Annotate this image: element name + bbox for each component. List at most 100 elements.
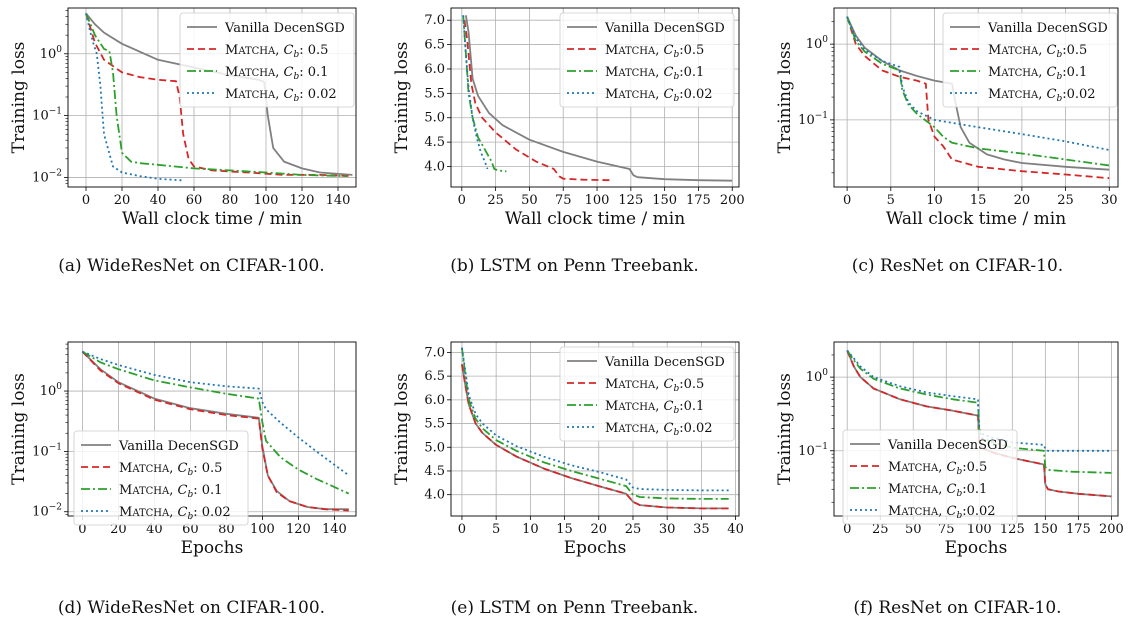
series-lines (462, 15, 733, 182)
panel-d: 0 20 40 60 80 100 120 140 10−2 10−1 100 Epochs Train… (0, 315, 383, 630)
legend: Vanilla DecenSGD MATCHA, Cb:0.5 MATCHA, Cb… (942, 12, 1118, 108)
x-axis-label: Wall clock time / min (505, 209, 685, 229)
x-axis-label: Wall clock time / min (886, 209, 1066, 229)
x-tick-label: 100 (250, 522, 275, 537)
legend-label: MATCHA, Cb:0.5 (605, 377, 704, 394)
figure-caption: (b) LSTM on Penn Treebank. (450, 256, 699, 276)
y-tick-label: 10−2 (32, 503, 62, 520)
x-tick-label: 30 (659, 522, 676, 537)
x-axis-label: Epochs (564, 538, 627, 558)
legend-label: Vanilla DecenSGD (224, 21, 345, 36)
legend-box (559, 12, 735, 108)
figure-caption: (a) WideResNet on CIFAR-100. (58, 256, 325, 276)
figure-caption: (e) LSTM on Penn Treebank. (450, 598, 699, 618)
legend: Vanilla DecenSGD MATCHA, Cb: 0.5 MATCHA, C… (73, 430, 249, 526)
x-tick-label: 100 (967, 522, 992, 537)
series-line (846, 16, 1110, 167)
x-tick-label: 0 (843, 193, 851, 208)
axes: 0 5 10 15 20 25 30 10−1 100 (798, 21, 1118, 208)
x-tick-label: 0 (78, 522, 86, 537)
y-tick-label: 7.0 (424, 13, 445, 28)
legend-box (942, 12, 1118, 108)
y-tick-label: 5.0 (424, 111, 445, 126)
x-tick-label: 0 (458, 522, 466, 537)
y-tick-label: 4.5 (424, 464, 445, 479)
legend-label: MATCHA, Cb: 0.02 (225, 87, 337, 104)
x-axis-label: Epochs (181, 538, 244, 558)
y-tick-label: 100 (40, 45, 63, 62)
x-tick-label: 20 (110, 522, 127, 537)
x-tick-label: 60 (186, 193, 203, 208)
x-axis-label: Wall clock time / min (122, 209, 302, 229)
chart-svg: 0 5 10 15 20 25 30 10−1 100 Wall clock time / min… (775, 7, 1119, 229)
y-tick-label: 6.0 (424, 62, 445, 77)
y-tick-label: 7.0 (424, 345, 445, 360)
panel-a: 0 20 40 60 80 100 120 140 10−2 10−1 100 Wall clock … (0, 0, 383, 315)
y-tick-label: 10−1 (798, 442, 828, 459)
series-line (846, 349, 1112, 452)
chart-svg: 0 25 50 75 100 125 150 175 20010−1100EpochsTrain… (775, 341, 1124, 558)
y-axis-label: Training loss (392, 373, 412, 485)
y-axis-label: Training loss (775, 373, 795, 485)
y-tick-label: 5.0 (424, 440, 445, 455)
legend-label: MATCHA, Cb:0.02 (605, 421, 713, 438)
figure-caption: (d) WideResNet on CIFAR-100. (57, 598, 326, 618)
legend-box (559, 346, 735, 442)
x-tick-label: 125 (1000, 522, 1025, 537)
y-tick-label: 10−1 (32, 107, 62, 124)
legend-box (842, 429, 1018, 525)
legend-label: MATCHA, Cb:0.1 (605, 65, 704, 82)
y-tick-label: 100 (40, 382, 63, 399)
x-tick-label: 40 (150, 193, 167, 208)
y-tick-label: 5.5 (424, 86, 445, 101)
series-line (81, 350, 350, 495)
figure-caption: (f) ResNet on CIFAR-10. (853, 598, 1062, 618)
x-tick-label: 25 (872, 522, 889, 537)
legend-label: MATCHA, Cb: 0.1 (225, 65, 328, 82)
x-tick-label: 25 (625, 522, 642, 537)
series-lines (81, 350, 350, 512)
plot-frame (67, 7, 357, 188)
axes: 0 25 50 75 100 125 150 175 200 10−1 100 (798, 354, 1124, 537)
series-line (81, 350, 349, 512)
y-axis-label: Training loss (9, 42, 29, 154)
legend-label: MATCHA, Cb:0.1 (888, 482, 987, 499)
x-tick-label: 80 (218, 522, 235, 537)
y-tick-label: 10−2 (32, 168, 62, 185)
x-tick-label: 140 (326, 193, 351, 208)
legend: Vanilla DecenSGD MATCHA, Cb:0.5 MATCHA, Cb… (559, 12, 735, 108)
x-tick-label: 0 (82, 193, 90, 208)
legend-label: MATCHA, Cb: 0.5 (119, 461, 222, 478)
legend-label: MATCHA, Cb: 0.02 (119, 505, 231, 522)
x-tick-label: 100 (585, 193, 610, 208)
x-tick-label: 40 (146, 522, 163, 537)
y-axis-label: Training loss (775, 42, 795, 154)
legend-label: MATCHA, Cb:0.5 (605, 43, 704, 60)
x-tick-label: 175 (686, 193, 711, 208)
figure-caption: (c) ResNet on CIFAR-10. (851, 256, 1064, 276)
x-tick-label: 125 (618, 193, 643, 208)
series-lines (461, 347, 729, 510)
x-tick-label: 75 (938, 522, 955, 537)
x-tick-label: 5 (492, 522, 500, 537)
x-tick-label: 150 (1033, 522, 1058, 537)
x-tick-label: 20 (114, 193, 131, 208)
x-tick-label: 140 (322, 522, 347, 537)
x-tick-label: 175 (1066, 522, 1091, 537)
legend-label: Vanilla DecenSGD (118, 439, 239, 454)
x-tick-label: 10 (522, 522, 539, 537)
x-tick-label: 0 (458, 193, 466, 208)
legend-label: MATCHA, Cb: 0.5 (225, 43, 328, 60)
x-tick-label: 150 (652, 193, 677, 208)
y-tick-label: 6.5 (424, 369, 445, 384)
x-tick-label: 25 (487, 193, 504, 208)
x-tick-label: 50 (521, 193, 538, 208)
x-tick-label: 60 (182, 522, 199, 537)
x-tick-label: 15 (970, 193, 987, 208)
series-line (846, 350, 1112, 498)
x-tick-label: 30 (1101, 193, 1118, 208)
legend-label: MATCHA, Cb:0.1 (988, 65, 1087, 82)
axes: 0 20 40 60 80 100 120 140 10−2 10−1 100 (32, 10, 351, 208)
